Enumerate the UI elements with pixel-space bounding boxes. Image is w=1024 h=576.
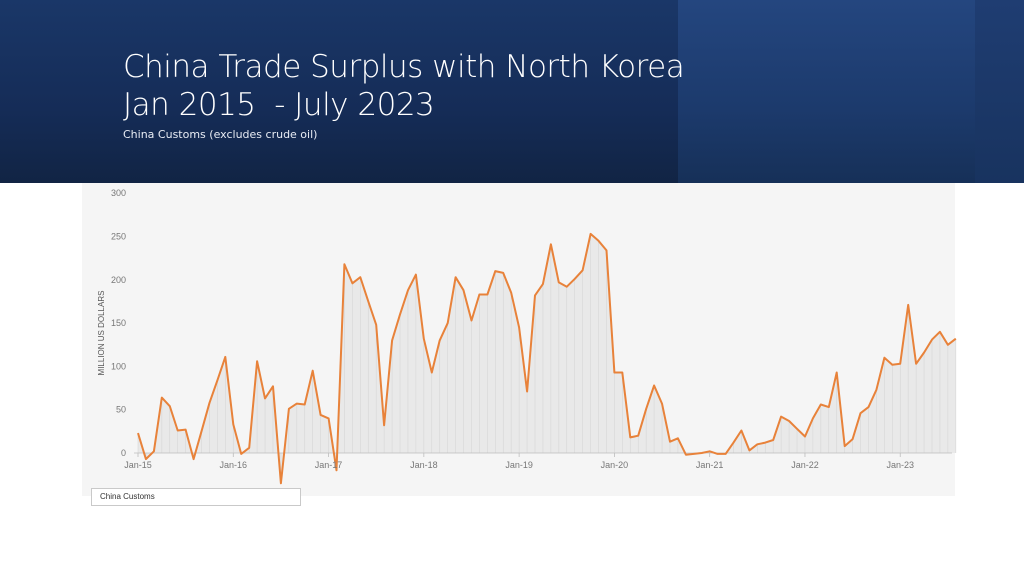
trade-surplus-chart: 0 50 100 150 200 250 300 MILLION US DOLLARS Jan-… (82, 183, 957, 496)
chart-container: 0 50 100 150 200 250 300 MILLION US DOLLARS Jan-… (82, 183, 975, 499)
x-tick-label: Jan-20 (601, 460, 629, 470)
title-banner-edge (975, 0, 1024, 183)
slide-title: China Trade Surplus with North Korea Jan… (123, 48, 685, 124)
area-fill (138, 233, 956, 484)
title-banner-left (0, 0, 678, 183)
x-tick-label: Jan-16 (220, 460, 248, 470)
x-tick-label: Jan-23 (886, 460, 914, 470)
title-banner-right (678, 0, 975, 183)
y-axis-label: MILLION US DOLLARS (97, 291, 106, 376)
y-tick-label: 200 (111, 275, 126, 285)
y-tick-label: 300 (111, 188, 126, 198)
slide-subtitle: China Customs (excludes crude oil) (123, 128, 318, 141)
y-tick-label: 100 (111, 361, 126, 371)
slide-title-line2: Jan 2015 - July 2023 (123, 87, 435, 123)
x-tick-label: Jan-22 (791, 460, 819, 470)
y-tick-label: 0 (121, 448, 126, 458)
x-tick-label: Jan-17 (315, 460, 343, 470)
x-tick-label: Jan-15 (124, 460, 152, 470)
series-line (137, 232, 957, 485)
x-tick-label: Jan-18 (410, 460, 438, 470)
slide-title-line1: China Trade Surplus with North Korea (123, 49, 685, 85)
source-label: China Customs (91, 488, 301, 506)
y-tick-label: 50 (116, 405, 126, 415)
x-tick-label: Jan-21 (696, 460, 724, 470)
y-tick-label: 150 (111, 318, 126, 328)
x-tick-label: Jan-19 (505, 460, 533, 470)
y-tick-label: 250 (111, 232, 126, 242)
